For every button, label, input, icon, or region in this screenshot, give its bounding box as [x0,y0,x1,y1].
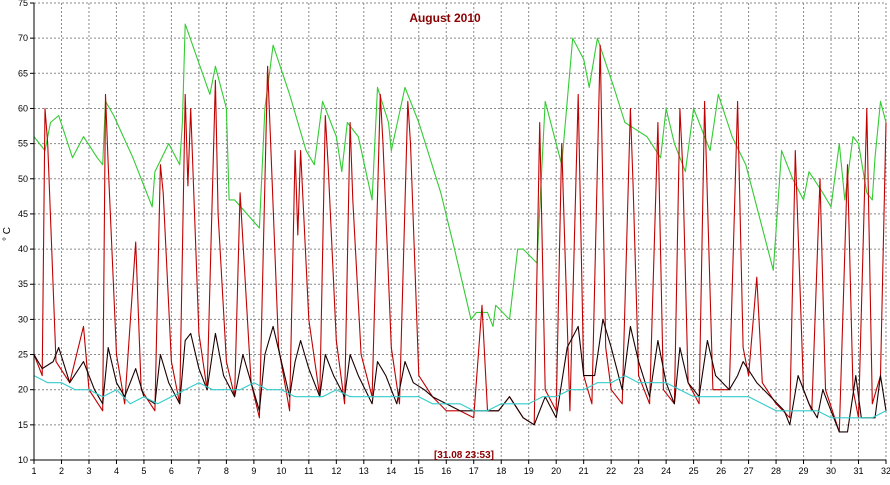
x-tick-label: 5 [141,466,146,476]
x-tick-label: 15 [414,466,424,476]
y-tick-label: 55 [18,139,28,149]
x-tick-label: 26 [716,466,726,476]
y-tick-label: 60 [18,103,28,113]
series-line-1 [33,23,887,327]
x-tick-label: 16 [441,466,451,476]
y-tick-label: 10 [18,455,28,465]
x-tick-label: 8 [224,466,229,476]
chart-title: August 2010 [409,11,481,25]
x-tick-label: 13 [359,466,369,476]
x-tick-label: 1 [31,466,36,476]
x-tick-label: 18 [496,466,506,476]
x-tick-label: 6 [169,466,174,476]
x-tick-label: 32 [881,466,890,476]
y-tick-label: 20 [18,385,28,395]
y-tick-label: 70 [18,33,28,43]
x-tick-label: 30 [826,466,836,476]
x-tick-label: 27 [744,466,754,476]
x-tick-label: 4 [114,466,119,476]
y-axis-label: ° C [2,227,13,241]
x-tick-label: 28 [771,466,781,476]
x-tick-label: 19 [524,466,534,476]
y-tick-label: 45 [18,209,28,219]
series-lines [33,23,887,433]
x-tick-label: 9 [251,466,256,476]
y-tick-labels: 10 15 20 25 30 35 40 45 50 55 60 65 70 75 [18,0,28,465]
grid-lines [33,2,887,461]
y-tick-label: 30 [18,314,28,324]
x-tick-label: 11 [304,466,313,476]
x-tick-label: 24 [661,466,671,476]
y-tick-label: 65 [18,68,28,78]
x-tick-label: 31 [854,466,864,476]
x-tick-labels: 1 2 3 4 5 6 7 8 9 10 11 12 13 14 15 16 17 18 19 20 21 22 23 24 2… [31,466,890,476]
timestamp-label: [31.08 23:53] [434,450,494,461]
y-tick-label: 50 [18,174,28,184]
y-tick-label: 75 [18,0,28,8]
x-tick-label: 29 [799,466,809,476]
x-tick-label: 23 [634,466,644,476]
axes [30,2,887,464]
x-tick-label: 22 [606,466,616,476]
x-tick-label: 17 [469,466,479,476]
y-tick-label: 15 [18,420,28,430]
series-line-3 [33,318,887,433]
x-tick-label: 21 [579,466,589,476]
x-tick-label: 14 [386,466,396,476]
y-tick-label: 35 [18,279,28,289]
y-tick-label: 25 [18,350,28,360]
x-tick-label: 25 [689,466,699,476]
x-tick-label: 12 [331,466,341,476]
y-tick-label: 40 [18,244,28,254]
x-tick-label: 2 [59,466,64,476]
x-tick-label: 3 [86,466,91,476]
x-tick-label: 20 [551,466,561,476]
series-line-2 [33,44,887,433]
series-line-4 [33,375,887,419]
x-tick-label: 10 [276,466,286,476]
x-tick-label: 7 [196,466,201,476]
